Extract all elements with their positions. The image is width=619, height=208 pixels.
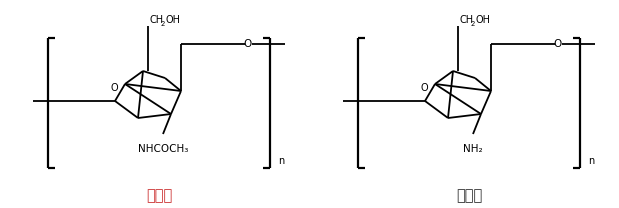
Text: n: n (278, 156, 284, 166)
Text: O: O (110, 83, 118, 93)
Text: OH: OH (166, 15, 181, 25)
Text: 壳聚糖: 壳聚糖 (456, 188, 482, 203)
Text: CH: CH (460, 15, 474, 25)
Text: O: O (244, 39, 252, 49)
Text: O: O (554, 39, 562, 49)
Text: CH: CH (150, 15, 164, 25)
Text: 2: 2 (471, 21, 475, 27)
Text: n: n (588, 156, 594, 166)
Text: 甲壳素: 甲壳素 (146, 188, 172, 203)
Text: O: O (420, 83, 428, 93)
Text: NHCOCH₃: NHCOCH₃ (138, 144, 188, 154)
Text: 2: 2 (161, 21, 165, 27)
Text: NH₂: NH₂ (463, 144, 483, 154)
Text: OH: OH (476, 15, 491, 25)
